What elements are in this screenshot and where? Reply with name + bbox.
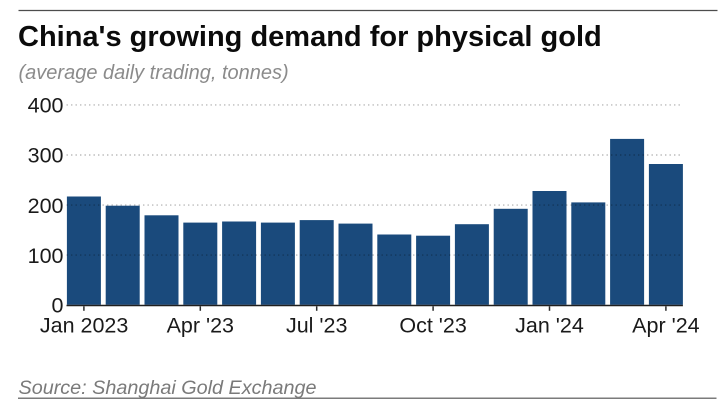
svg-text:0: 0	[52, 294, 64, 318]
svg-text:China's growing demand for phy: China's growing demand for physical gold	[18, 21, 602, 53]
svg-text:300: 300	[28, 144, 64, 168]
svg-text:200: 200	[28, 194, 64, 218]
svg-text:Apr '24: Apr '24	[632, 313, 699, 337]
svg-text:400: 400	[28, 94, 64, 118]
svg-text:Source: Shanghai Gold Exchange: Source: Shanghai Gold Exchange	[19, 377, 317, 399]
svg-text:(average daily trading, tonnes: (average daily trading, tonnes)	[19, 62, 289, 84]
svg-text:Oct '23: Oct '23	[399, 313, 466, 337]
svg-text:Jan 2023: Jan 2023	[40, 313, 129, 337]
svg-text:Jul '23: Jul '23	[286, 313, 348, 337]
svg-text:100: 100	[28, 244, 64, 268]
svg-text:Apr '23: Apr '23	[167, 313, 234, 337]
svg-text:Jan '24: Jan '24	[515, 313, 584, 337]
